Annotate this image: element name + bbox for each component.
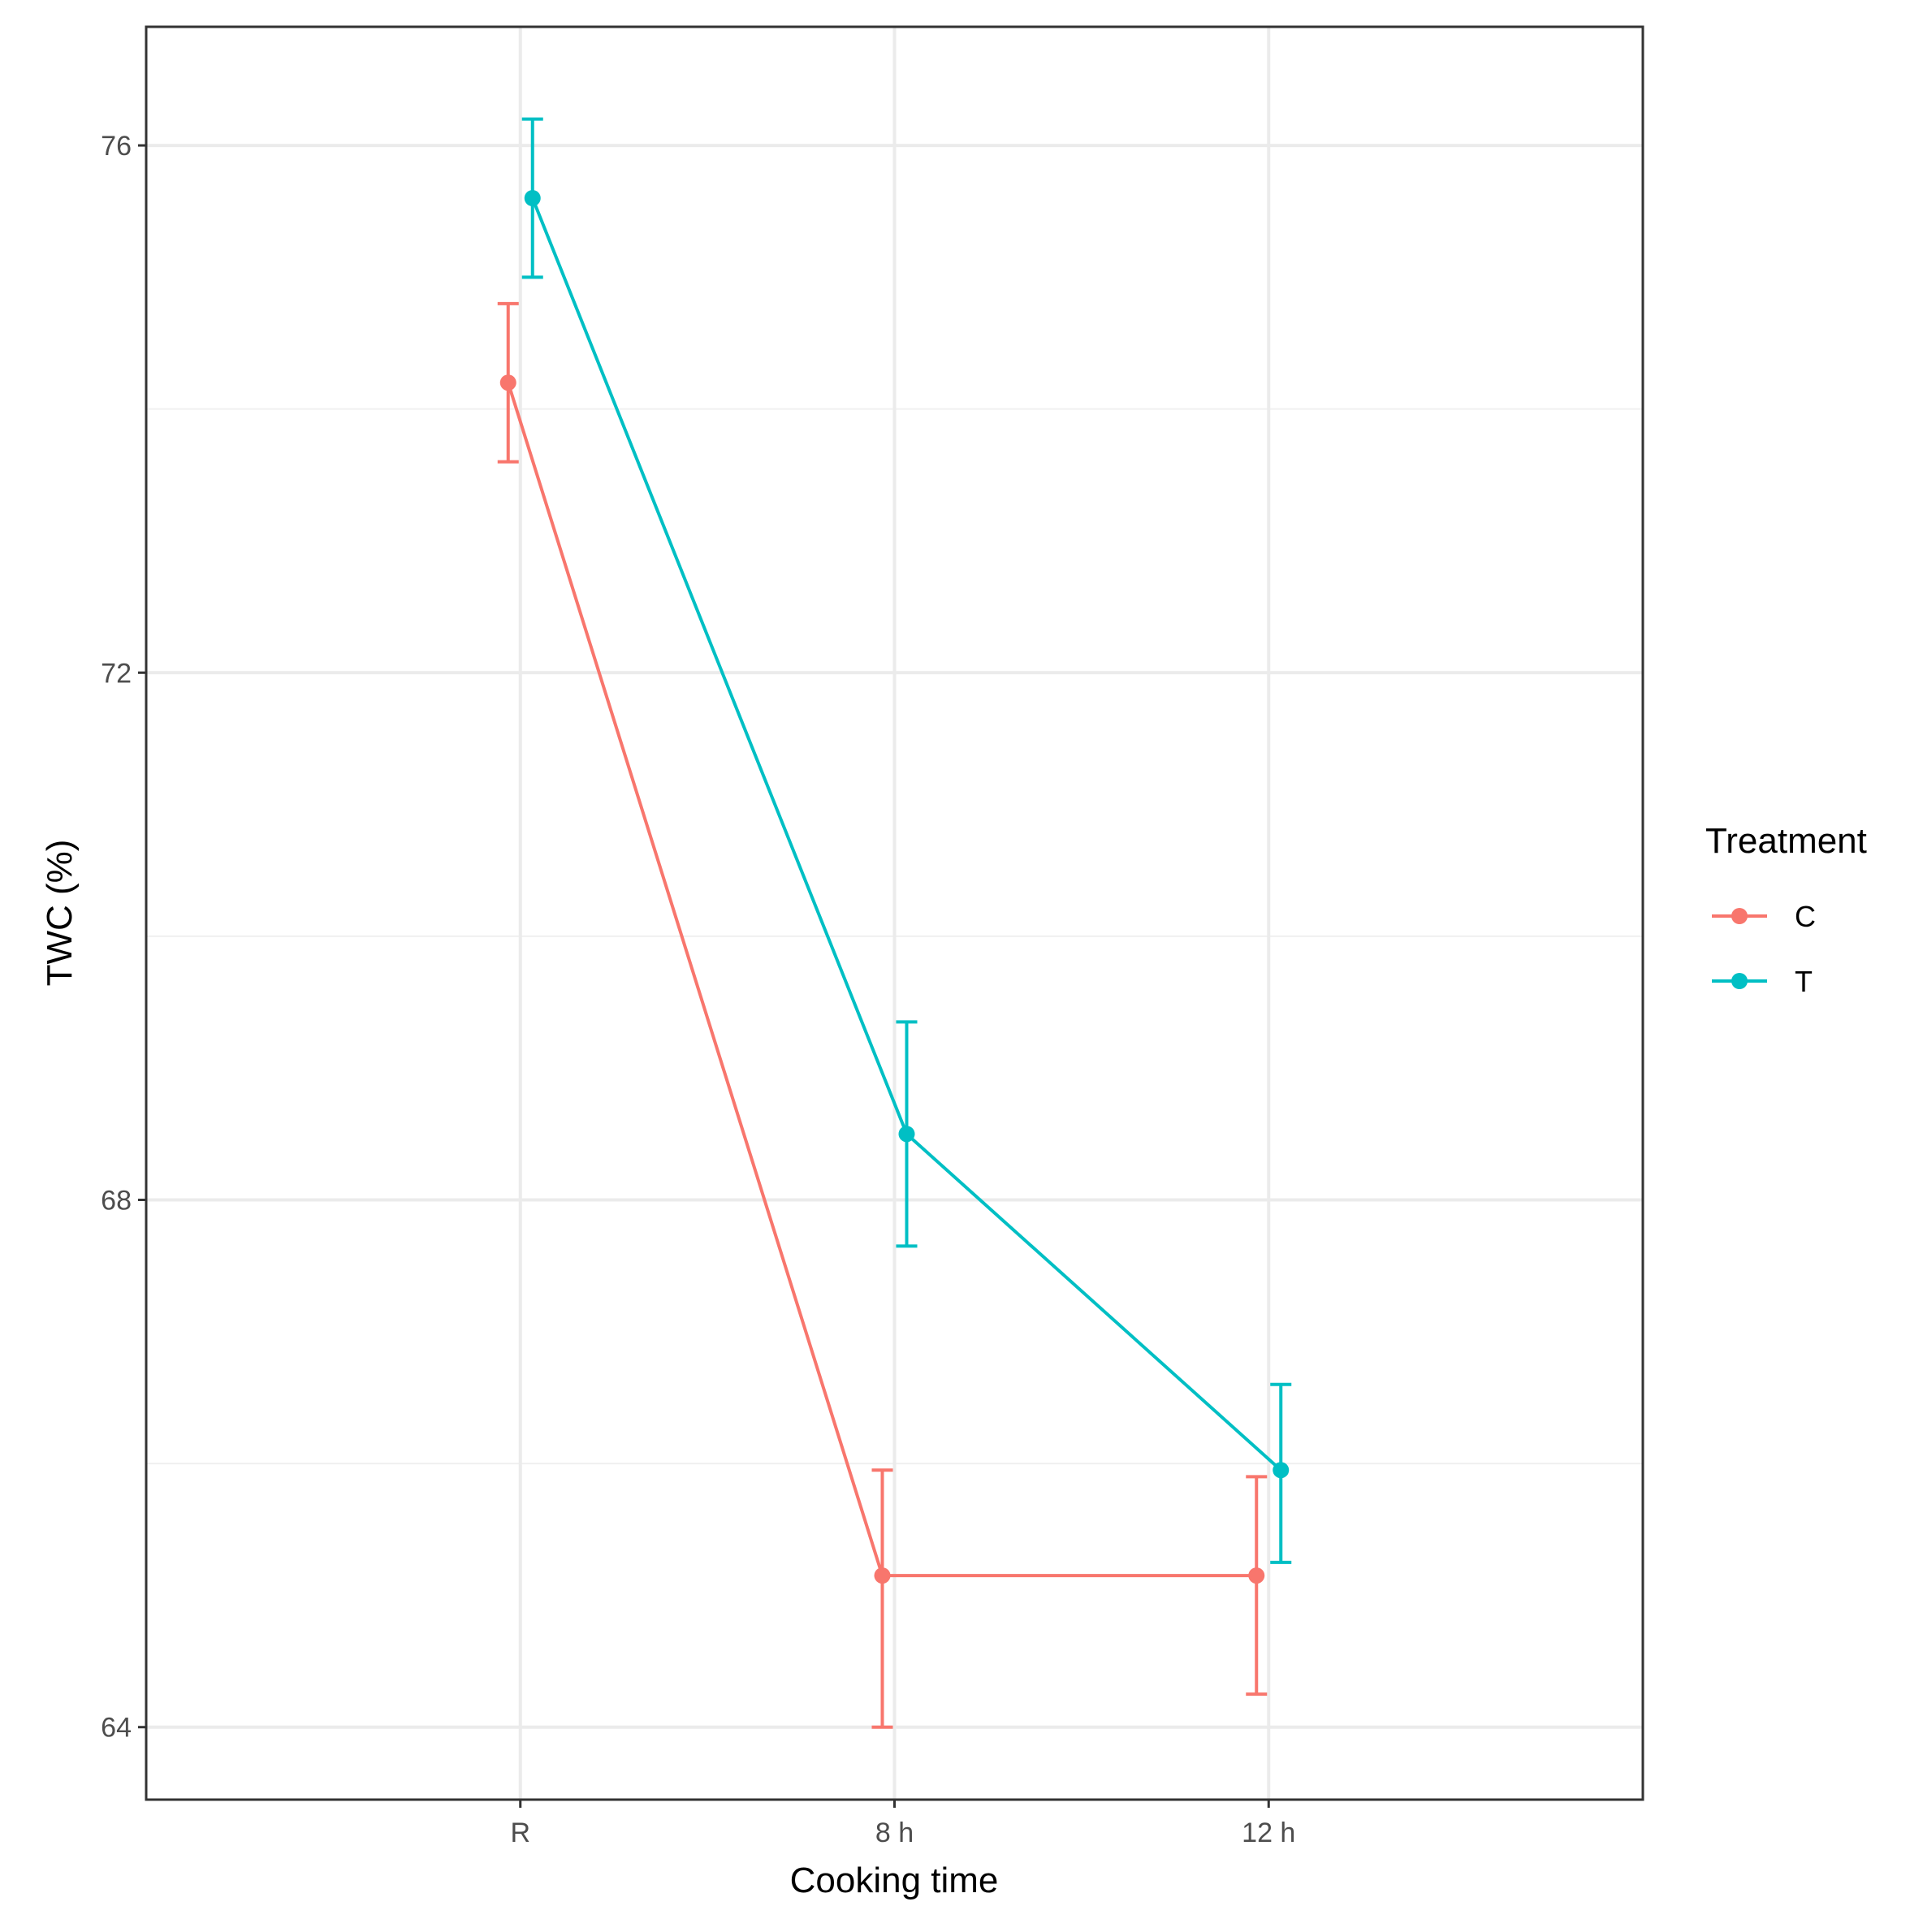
legend-label-c: C	[1795, 900, 1816, 933]
data-point-t	[524, 189, 541, 206]
data-point-c	[874, 1567, 891, 1584]
x-tick-label: 8 h	[875, 1817, 914, 1848]
data-point-c	[1248, 1567, 1265, 1584]
data-point-t	[898, 1126, 915, 1143]
x-axis-title: Cooking time	[790, 1861, 999, 1900]
y-tick-label: 72	[101, 658, 132, 689]
legend-point-c	[1731, 908, 1748, 924]
legend-title: Treatment	[1705, 821, 1867, 861]
legend-items: CT	[1712, 900, 1816, 998]
y-tick-label: 64	[101, 1713, 132, 1744]
x-tick-label: 12 h	[1242, 1817, 1295, 1848]
series-layer	[497, 117, 1292, 1729]
axis-ticks: 64 68 72 76 R 8 h 12 h	[101, 131, 1295, 1848]
y-tick-label: 76	[101, 131, 132, 162]
grid-major	[146, 27, 1643, 1800]
y-axis-title: TWC (%)	[40, 840, 80, 987]
legend-point-t	[1731, 973, 1748, 989]
legend-label-t: T	[1795, 965, 1813, 998]
data-point-t	[1273, 1462, 1290, 1479]
x-tick-label: R	[510, 1817, 530, 1848]
legend: Treatment CT	[1705, 821, 1867, 998]
y-tick-label: 68	[101, 1186, 132, 1217]
data-point-c	[499, 374, 516, 391]
